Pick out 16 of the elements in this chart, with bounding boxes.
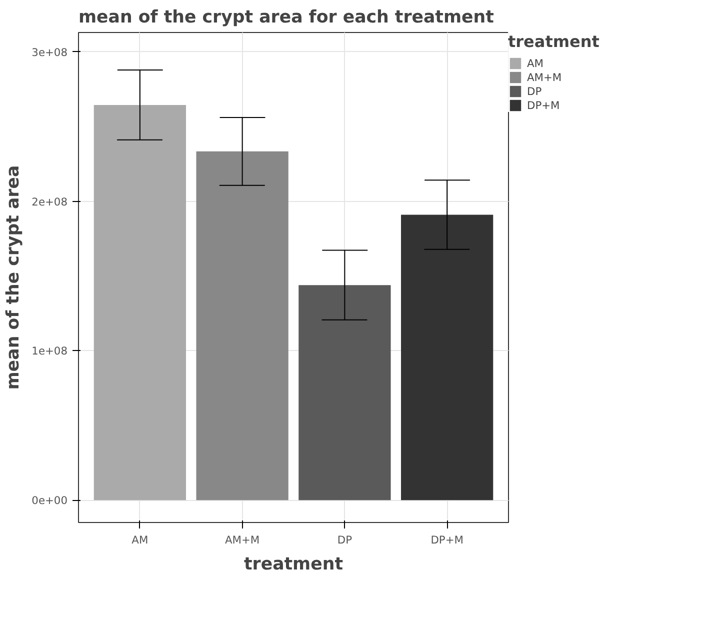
y-tick-label: 3e+08 [32, 46, 68, 59]
y-tick-label: 0e+00 [32, 494, 68, 508]
legend-title: treatment [508, 32, 600, 51]
legend-label: DP+M [527, 98, 560, 112]
y-axis-title: mean of the crypt area [4, 165, 24, 390]
chart-title: mean of the crypt area for each treatment [78, 8, 494, 28]
x-tick-label: DP+M [430, 534, 464, 546]
legend-label: AM+M [527, 70, 562, 84]
x-tick-label: DP [337, 534, 353, 546]
x-tick-label: AM [132, 534, 148, 546]
x-axis-title: treatment [244, 554, 344, 574]
y-tick-label: 2e+08 [32, 195, 68, 208]
legend-label: DP [527, 84, 543, 98]
legend-label: AM [527, 56, 544, 70]
x-tick-label: AM+M [225, 534, 260, 546]
y-tick-label: 1e+08 [32, 344, 68, 358]
